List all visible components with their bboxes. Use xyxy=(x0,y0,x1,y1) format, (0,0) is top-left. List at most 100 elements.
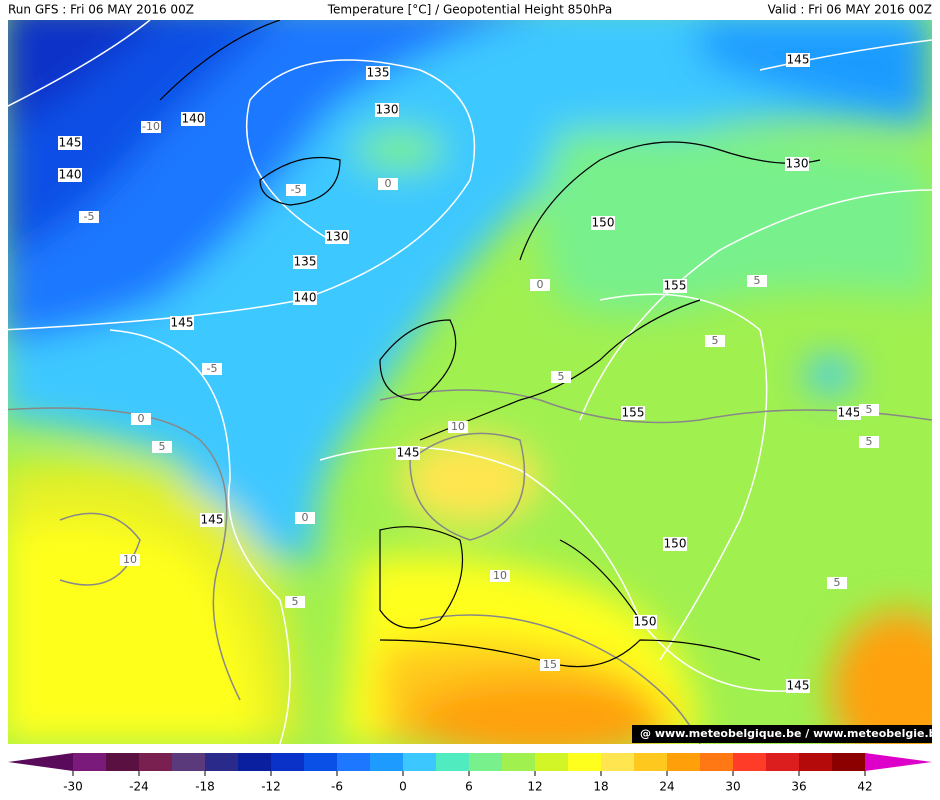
temperature-label: -5 xyxy=(291,183,302,196)
height-label-bg xyxy=(58,168,82,182)
temperature-label: -5 xyxy=(207,362,218,375)
colorbar-tick-label: 6 xyxy=(465,780,473,794)
colorbar-segment xyxy=(238,753,272,771)
temperature-label-bg xyxy=(859,404,879,416)
colorbar-segment xyxy=(337,753,371,771)
height-label: 145 xyxy=(59,136,82,150)
colorbar-tick-label: -12 xyxy=(261,780,281,794)
colorbar-segment xyxy=(667,753,701,771)
temperature-label: 5 xyxy=(866,435,873,448)
colorbar-segment xyxy=(832,753,866,771)
colorbar-segment xyxy=(73,753,107,771)
height-label: 135 xyxy=(294,255,317,269)
temperature-label: 15 xyxy=(543,658,557,671)
height-label: 150 xyxy=(634,615,657,629)
colorbar-tick-label: 42 xyxy=(857,780,872,794)
header-left: Run GFS : Fri 06 MAY 2016 00Z xyxy=(8,3,194,17)
height-label-bg xyxy=(633,615,657,629)
temperature-label-bg xyxy=(530,279,550,291)
temperature-label-bg xyxy=(141,121,161,133)
temperature-label-bg xyxy=(286,184,306,196)
height-label: 145 xyxy=(201,513,224,527)
height-label-bg xyxy=(58,136,82,150)
colorbar-segment xyxy=(106,753,140,771)
colorbar-tick-label: 0 xyxy=(399,780,407,794)
temperature-label: 10 xyxy=(451,420,465,433)
height-label-bg xyxy=(621,406,645,420)
temperature-label: 0 xyxy=(138,412,145,425)
temperature-label-bg xyxy=(827,577,847,589)
temperature-label: 5 xyxy=(712,334,719,347)
height-label: 150 xyxy=(592,216,615,230)
height-label: 145 xyxy=(787,53,810,67)
height-label-bg xyxy=(366,66,390,80)
temperature-label: 5 xyxy=(292,595,299,608)
temperature-label-bg xyxy=(120,554,140,566)
temperature-label-bg xyxy=(152,441,172,453)
temperature-label: 5 xyxy=(834,576,841,589)
colorbar-segment xyxy=(700,753,734,771)
temperature-label-bg xyxy=(540,659,560,671)
temperature-label-bg xyxy=(448,421,468,433)
height-label: 155 xyxy=(622,406,645,420)
colorbar-segment xyxy=(733,753,767,771)
height-label-bg xyxy=(325,230,349,244)
temperature-contours xyxy=(8,389,932,744)
colorbar-tick-label: -24 xyxy=(129,780,149,794)
height-label-bg xyxy=(837,406,861,420)
temperature-label: 0 xyxy=(537,278,544,291)
temperature-label-bg xyxy=(747,275,767,287)
header-center: Temperature [°C] / Geopotential Height 8… xyxy=(327,3,613,17)
height-label-bg xyxy=(785,157,809,171)
credit: @ www.meteobelgique.be / www.meteobelgie… xyxy=(640,727,940,740)
colorbar-segment xyxy=(436,753,470,771)
colorbar-tick-label: 36 xyxy=(791,780,806,794)
temperature-label: 10 xyxy=(123,553,137,566)
temperature-label: 5 xyxy=(159,440,166,453)
temperature-label: 0 xyxy=(385,177,392,190)
colorbar-segment xyxy=(139,753,173,771)
height-label: 145 xyxy=(397,446,420,460)
height-label: 145 xyxy=(171,316,194,330)
header-right: Valid : Fri 06 MAY 2016 00Z xyxy=(768,3,932,17)
colorbar-tick-label: -6 xyxy=(331,780,343,794)
height-label: 155 xyxy=(664,279,687,293)
colorbar-segment xyxy=(535,753,569,771)
temperature-label-bg xyxy=(202,363,222,375)
height-label: 140 xyxy=(294,291,317,305)
height-label-bg xyxy=(181,112,205,126)
temperature-label-bg xyxy=(490,570,510,582)
height-label: 135 xyxy=(367,66,390,80)
height-label-bg xyxy=(786,679,810,693)
colorbar-segment xyxy=(271,753,305,771)
coastlines xyxy=(159,20,821,668)
height-label-bg xyxy=(293,255,317,269)
colorbar-segment xyxy=(469,753,503,771)
colorbar-tick-label: 18 xyxy=(593,780,608,794)
colorbar-segment xyxy=(634,753,668,771)
colorbar-tick-label: -18 xyxy=(195,780,215,794)
temperature-label-bg xyxy=(131,413,151,425)
temperature-label-bg xyxy=(859,436,879,448)
height-label: 150 xyxy=(664,537,687,551)
colorbar-segment xyxy=(601,753,635,771)
colorbar-segment xyxy=(172,753,206,771)
height-label: 130 xyxy=(326,230,349,244)
colorbar-segment xyxy=(370,753,404,771)
temperature-label: -5 xyxy=(84,210,95,223)
colorbar-arrow xyxy=(865,753,932,771)
temperature-label: 5 xyxy=(754,274,761,287)
temperature-label: 5 xyxy=(558,370,565,383)
credit-box xyxy=(632,725,932,743)
temperature-label-bg xyxy=(295,512,315,524)
colorbar-segment xyxy=(799,753,833,771)
colorbar-segment xyxy=(766,753,800,771)
height-label: 130 xyxy=(786,157,809,171)
colorbar-tick-label: -30 xyxy=(63,780,83,794)
temperature-label: 5 xyxy=(866,403,873,416)
height-label: 145 xyxy=(838,406,861,420)
colorbar-segment xyxy=(502,753,536,771)
map: 1351301401451401301351401451451301501551… xyxy=(8,20,932,744)
height-label-bg xyxy=(663,537,687,551)
height-label-bg xyxy=(663,279,687,293)
